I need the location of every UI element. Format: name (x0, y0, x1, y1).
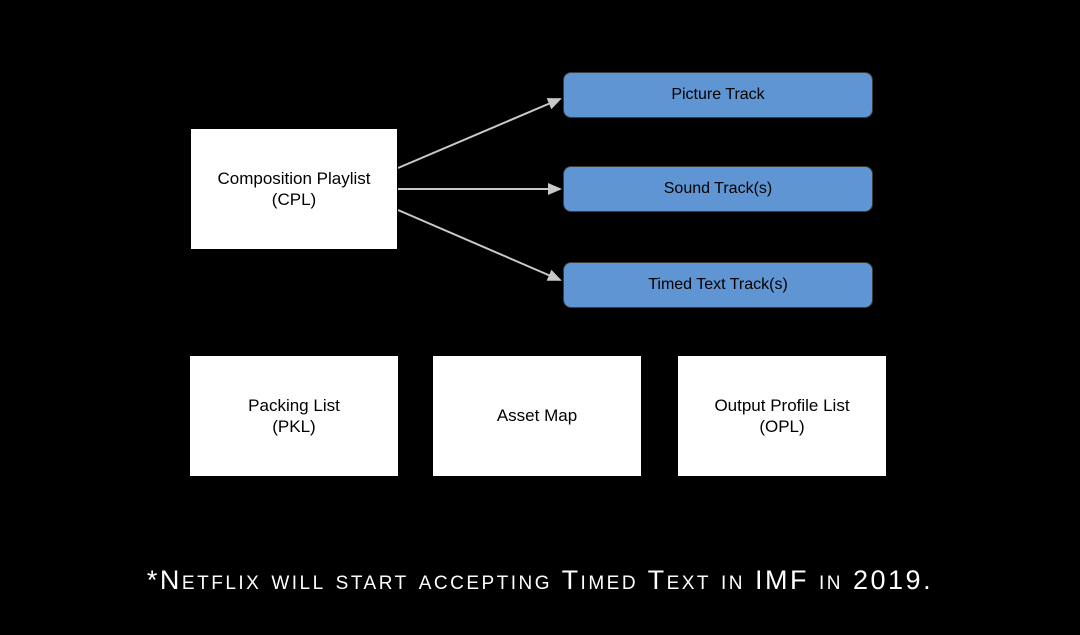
node-cpl: Composition Playlist(CPL) (190, 128, 398, 250)
node-opl: Output Profile List(OPL) (677, 355, 887, 477)
diagram-edges (0, 0, 1080, 635)
node-label: (OPL) (759, 416, 804, 437)
node-label: Output Profile List (714, 395, 849, 416)
node-assetmap: Asset Map (432, 355, 642, 477)
node-label: (CPL) (272, 189, 316, 210)
edge-cpl-to-picture (398, 99, 560, 168)
node-picture: Picture Track (563, 72, 873, 118)
node-label: Packing List (248, 395, 340, 416)
node-label: Timed Text Track(s) (648, 275, 788, 295)
node-sound: Sound Track(s) (563, 166, 873, 212)
edge-cpl-to-timedtext (398, 210, 560, 280)
node-label: (PKL) (272, 416, 315, 437)
node-timedtext: Timed Text Track(s) (563, 262, 873, 308)
node-label: Picture Track (671, 85, 764, 105)
node-label: Composition Playlist (217, 168, 370, 189)
node-label: Sound Track(s) (664, 179, 772, 199)
footnote-text: *Netflix will start accepting Timed Text… (0, 565, 1080, 596)
node-pkl: Packing List(PKL) (189, 355, 399, 477)
node-label: Asset Map (497, 405, 577, 426)
